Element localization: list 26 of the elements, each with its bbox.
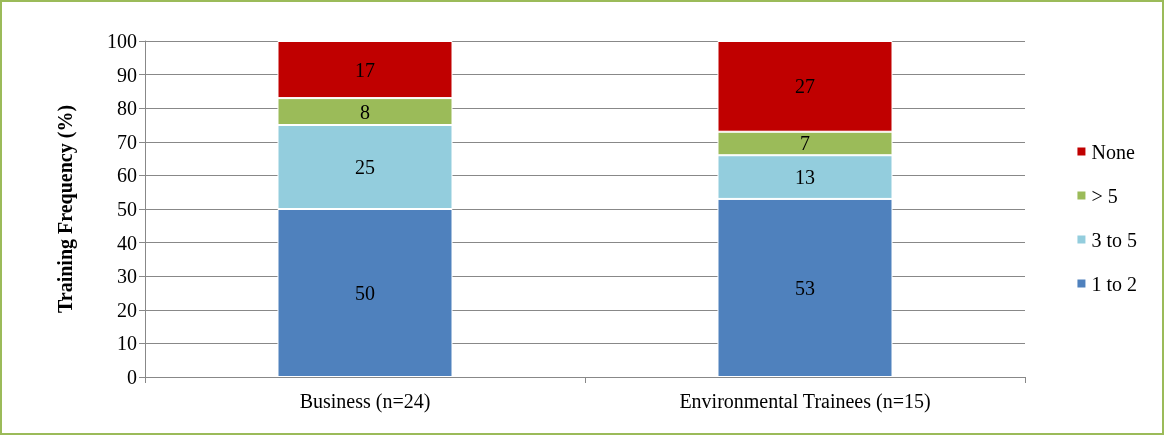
data-label: 13 — [795, 166, 815, 189]
y-tick-label: 50 — [117, 198, 137, 220]
y-tick-label: 90 — [117, 63, 137, 86]
y-tick-label: 100 — [107, 30, 137, 52]
y-tick-label: 20 — [117, 298, 137, 321]
y-tick-label: 70 — [117, 130, 137, 153]
data-label: 8 — [360, 100, 370, 123]
x-tick-label: Environmental Trainees (n=15) — [679, 390, 931, 413]
data-label: 27 — [795, 75, 815, 98]
data-label: 7 — [800, 132, 810, 155]
legend-label: > 5 — [1091, 184, 1118, 207]
data-label: 25 — [355, 156, 375, 178]
legend-label: 1 to 2 — [1091, 272, 1138, 295]
y-tick-label: 40 — [117, 231, 137, 254]
data-label: 17 — [355, 58, 375, 81]
y-tick-label: 30 — [117, 265, 137, 288]
data-label: 50 — [355, 282, 375, 304]
y-tick-label: 10 — [117, 332, 137, 355]
legend-label: 3 to 5 — [1091, 228, 1138, 251]
x-tick-label: Business (n=24) — [299, 390, 431, 413]
y-tick-label: 0 — [127, 366, 137, 388]
legend-label: None — [1091, 140, 1135, 163]
y-tick-label: 80 — [117, 97, 137, 120]
y-tick-label: 60 — [117, 164, 137, 187]
y-axis-title: Training Frequency (%) — [54, 104, 77, 314]
data-label: 53 — [795, 276, 815, 299]
